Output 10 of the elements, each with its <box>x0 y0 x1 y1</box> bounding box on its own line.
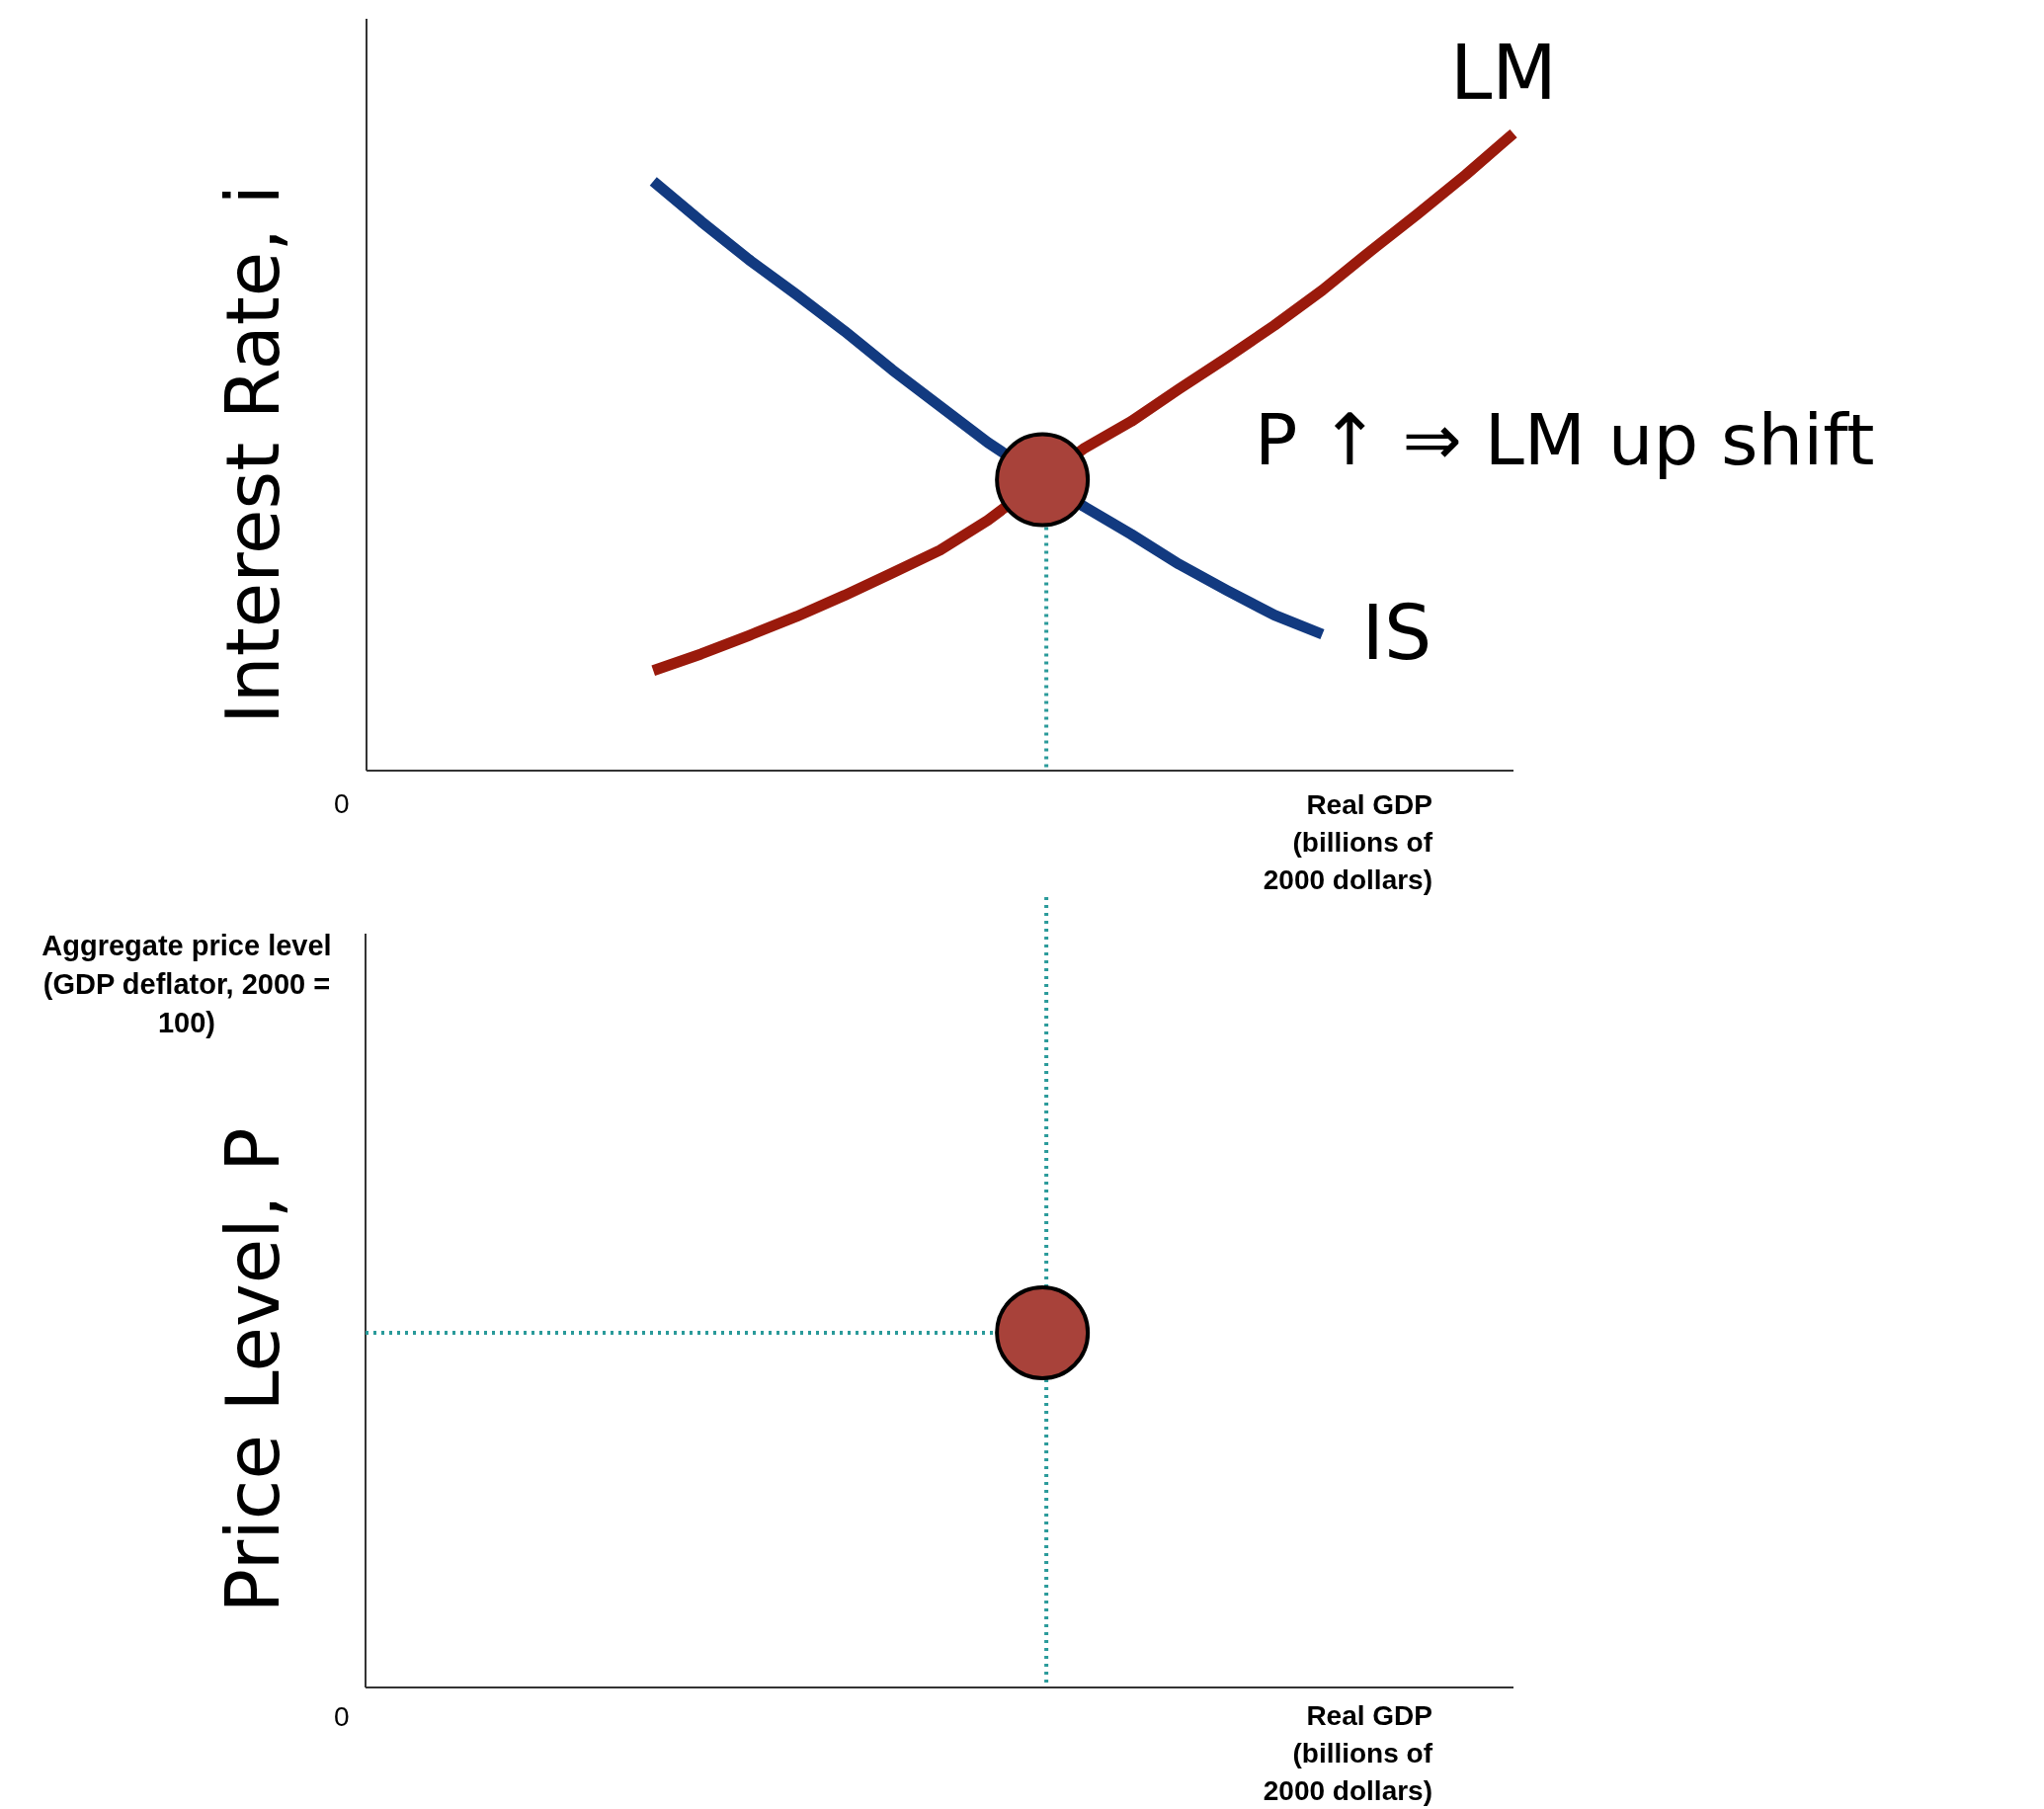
annotation: P ↑ ⇒ LM up shift <box>1255 398 1876 481</box>
text: 0 <box>334 1701 351 1733</box>
series-label: IS <box>1361 588 1432 677</box>
x-axis-title: Real GDP (billions of 2000 dollars) <box>1262 788 1432 897</box>
text: Real GDP (billions of 2000 dollars) <box>1262 1699 1432 1808</box>
series-label: LM <box>1450 29 1557 118</box>
text: 0 <box>334 788 351 820</box>
text: Aggregate price level (GDP deflator, 2000 = 100) <box>41 929 333 1040</box>
y-axis-title: Interest Rate, i <box>209 184 296 726</box>
text: Price Level, P <box>210 1127 295 1613</box>
